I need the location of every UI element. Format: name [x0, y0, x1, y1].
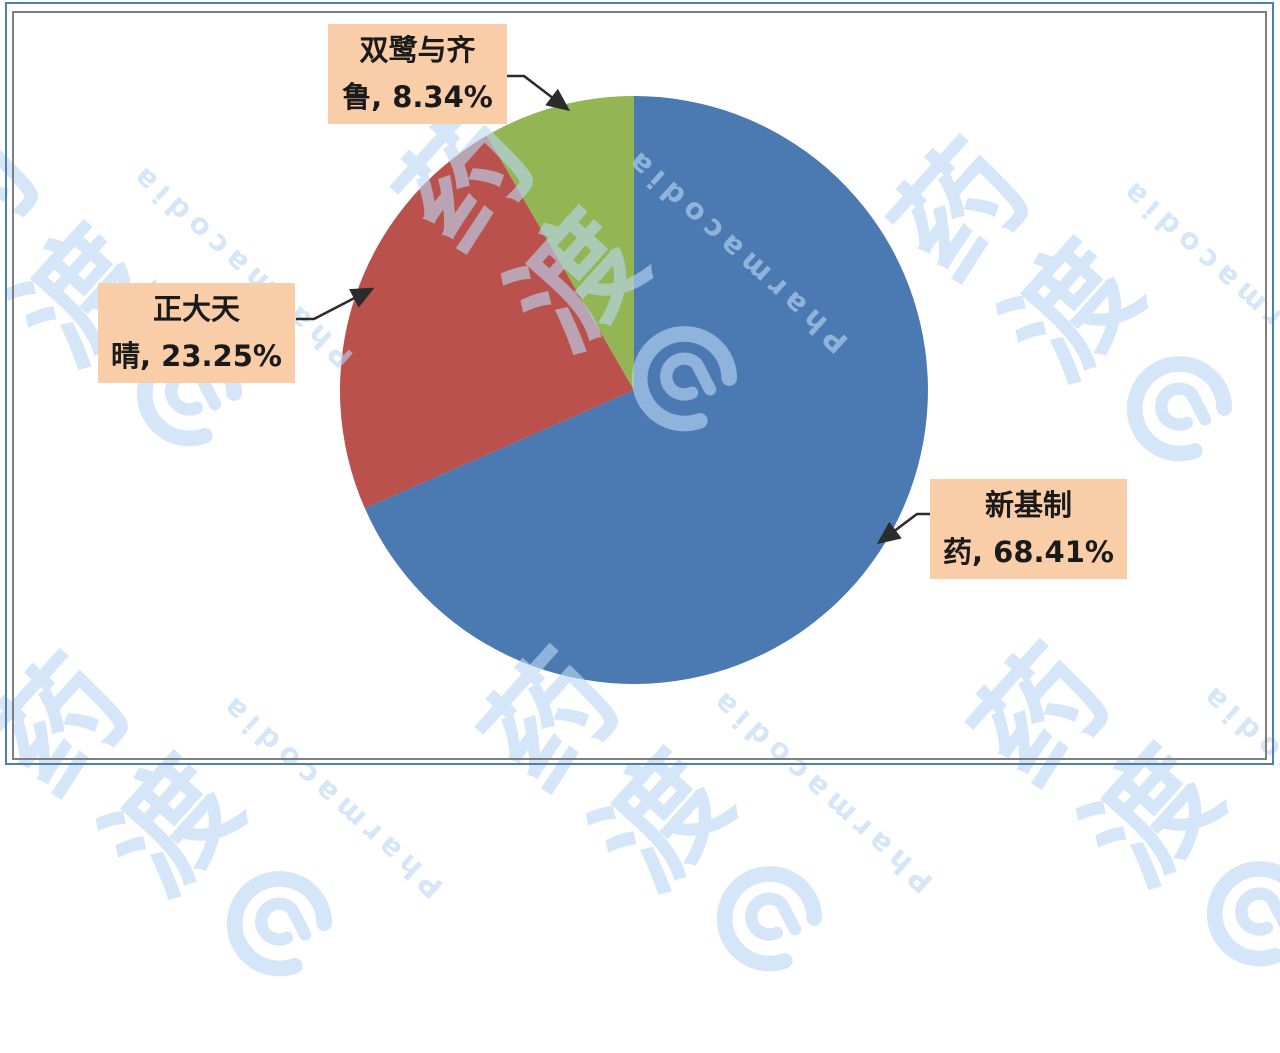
pharmacodia-logo-icon: [717, 866, 823, 972]
pie-slice-双鹭与齐鲁: [486, 96, 634, 390]
pie-label-zhengda-tianqing: 正大天 晴, 23.25%: [98, 283, 295, 383]
pie-label-line: 晴, 23.25%: [111, 339, 282, 373]
pharmacodia-logo-icon: [1207, 861, 1280, 967]
pie-label-xinji-zhiyao: 新基制 药, 68.41%: [930, 479, 1127, 579]
pie-label-shuanglu-qilu: 双鹭与齐 鲁, 8.34%: [328, 24, 507, 124]
pie-label-line: 鲁, 8.34%: [342, 80, 493, 114]
pie-slice-正大天晴: [339, 135, 634, 509]
pharmacodia-logo-icon: [227, 871, 333, 977]
pie-label-line: 双鹭与齐: [359, 33, 476, 67]
pie-label-line: 新基制: [984, 488, 1072, 522]
pie-chart: [339, 96, 928, 684]
chart-area: 药 渡 Pharmacodia 药 渡 Pharmacodia 药 渡 Phar…: [0, 24, 1280, 977]
pie-label-line: 正大天: [152, 292, 240, 326]
pie-chart-figure: { "chart_data": { "type": "pie", "title"…: [0, 0, 1280, 977]
pie-label-line: 药, 68.41%: [943, 535, 1114, 569]
